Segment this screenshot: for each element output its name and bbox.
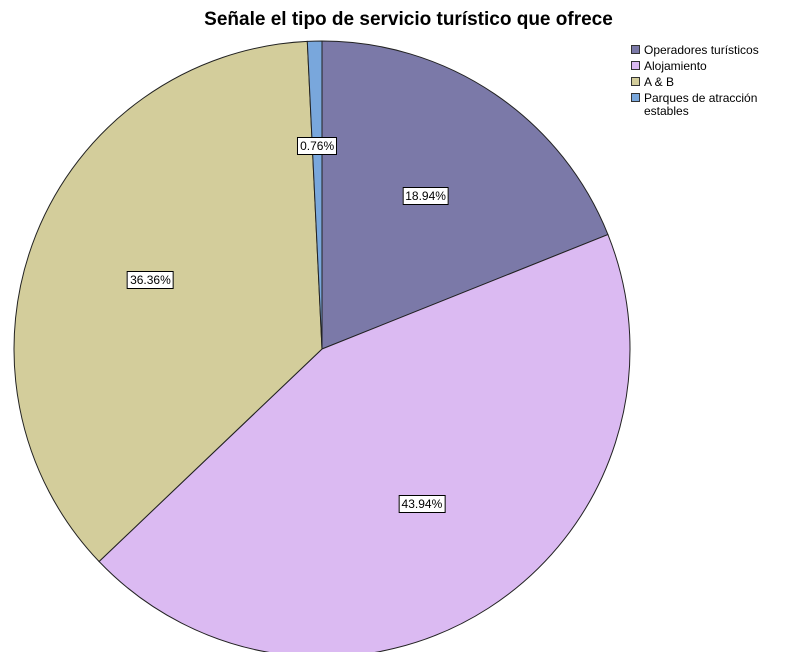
legend-item-alojamiento: Alojamiento [631,60,797,73]
legend-swatch [631,61,640,70]
chart-title: Señale el tipo de servicio turístico que… [204,9,613,30]
legend-item-operadores: Operadores turísticos [631,44,797,57]
slice-parques [306,40,323,350]
legend-label: A & B [644,75,675,89]
legend: Operadores turísticos Alojamiento A & B … [631,44,797,121]
slice-label: 36.36% [127,271,174,290]
slice-label: 43.94% [398,495,446,514]
legend-label: Operadores turísticos [644,43,759,57]
slice-ayb [13,40,323,563]
legend-label: Alojamiento [644,59,707,73]
slice-operadores [321,40,609,350]
legend-swatch [631,77,640,86]
legend-swatch [631,93,640,102]
slice-label: 18.94% [402,186,449,205]
legend-item-parques: Parques de atracción estables [631,92,797,118]
legend-label: Parques de atracción estables [644,91,758,118]
legend-swatch [631,45,640,54]
slice-label: 0.76% [297,136,338,155]
legend-item-ayb: A & B [631,76,797,89]
slice-alojamiento [98,233,631,652]
